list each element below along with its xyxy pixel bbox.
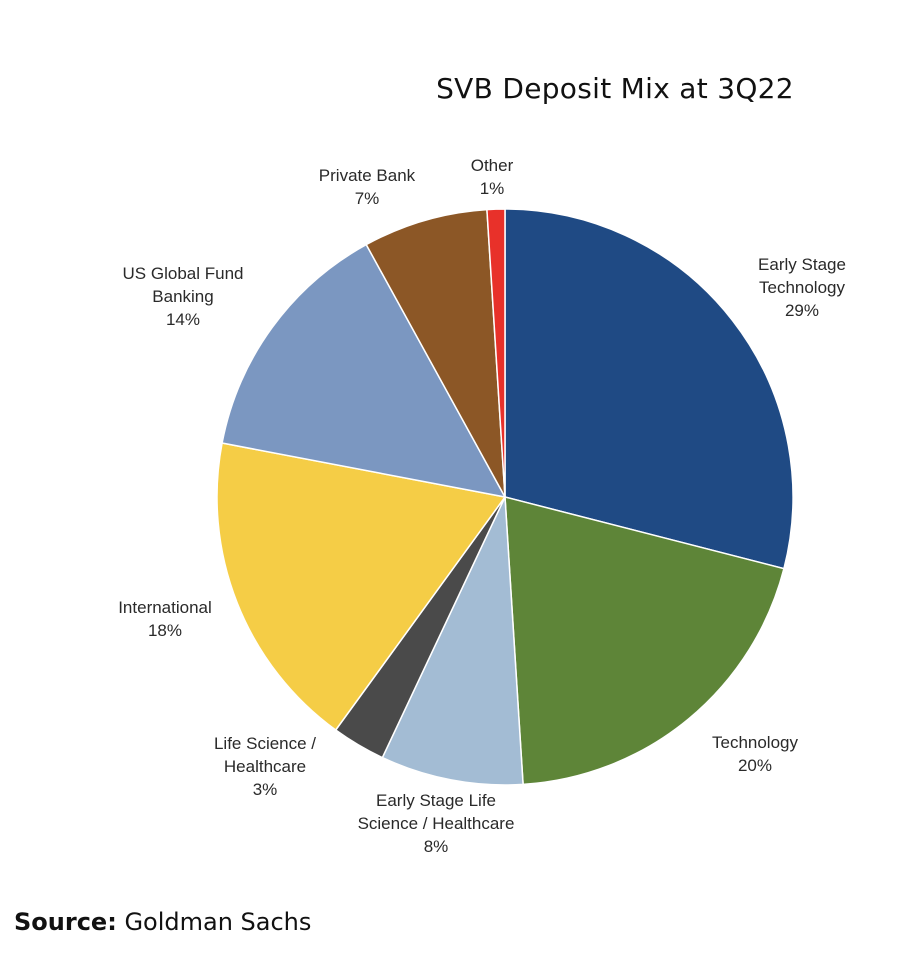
slice-label-text: Technology [711,733,799,752]
slice-percent: 20% [737,756,773,775]
slice-percent: 14% [165,310,201,329]
pie-slice-6 [365,208,506,498]
slice-label-text: Other [470,156,514,175]
slice-label-text: US Global Fund [122,264,244,283]
pie-slice-2 [381,496,524,786]
slice-label-text: Life Science / [213,734,317,753]
pie-slice-7 [486,208,506,498]
slice-label-5: US Global Fund Banking 14% [123,262,244,331]
slice-label-text: Banking [152,287,214,306]
pie-slice-4 [216,442,507,732]
pie-slice-1 [504,496,785,786]
slice-label-0: Early Stage Technology 29% [758,253,846,322]
slice-percent: 29% [784,301,820,320]
slice-label-7: Other 1% [471,154,514,200]
slice-label-text: Science / Healthcare [357,814,515,833]
slice-percent: 3% [252,780,278,799]
pie-slice-5 [221,243,507,499]
slice-label-6: Private Bank 7% [319,164,415,210]
slice-percent: 7% [354,189,380,208]
source-note: Source: Goldman Sachs [14,908,311,936]
slice-label-1: Technology 20% [712,731,798,777]
slice-label-text: Early Stage [758,255,846,274]
slice-percent: 18% [147,621,183,640]
slice-percent: 1% [479,179,505,198]
slice-percent: 8% [423,837,449,856]
slice-label-text: Early Stage Life [375,791,496,810]
pie-slice-0 [504,208,794,570]
slice-label-4: International 18% [118,596,212,642]
slice-label-text: Technology [758,278,846,297]
slice-label-text: International [118,598,212,617]
slice-label-3: Life Science / Healthcare 3% [214,732,316,801]
source-value: Goldman Sachs [124,908,312,936]
chart-title: SVB Deposit Mix at 3Q22 [436,72,794,105]
slice-label-2: Early Stage Life Science / Healthcare 8% [358,789,515,858]
slice-label-text: Healthcare [223,757,307,776]
slice-label-text: Private Bank [318,166,416,185]
source-label: Source: [14,908,117,936]
